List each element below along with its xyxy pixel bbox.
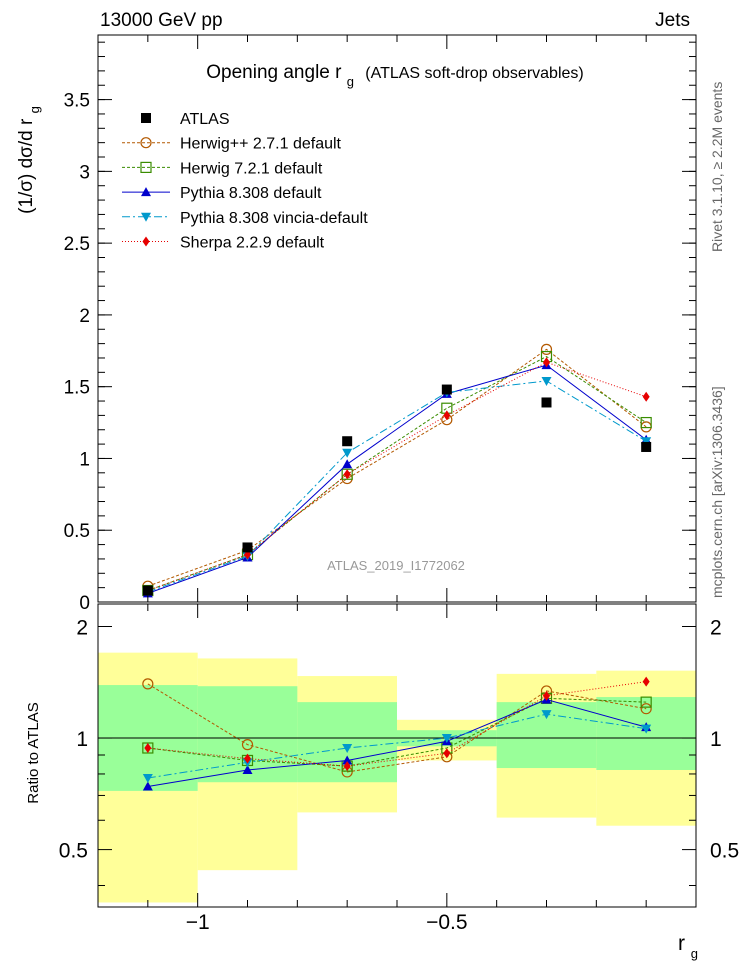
main-series-line-4 xyxy=(147,361,647,591)
legend-label-4: Pythia 8.308 vincia-default xyxy=(180,210,368,227)
main-series-3-point-2 xyxy=(342,448,353,458)
plot-title-sub: g xyxy=(347,74,354,89)
main-series-line-3 xyxy=(147,380,647,593)
ratio-series-4-point-5 xyxy=(642,676,650,687)
ratio-series-line-4 xyxy=(147,681,647,767)
main-y-tick-label-5: 2.5 xyxy=(64,234,90,255)
ratio-series-3-point-4 xyxy=(541,710,552,720)
atlas-data-point-3 xyxy=(441,384,452,395)
legend-marker-1 xyxy=(140,137,152,149)
main-series-4-point-3 xyxy=(443,410,451,421)
main-panel: 0 0.5 1 1.5 2 2.5 3 3.5 Opening angle r g (ATLA… xyxy=(16,34,697,614)
legend-label-1: Herwig++ 2.7.1 default xyxy=(180,136,342,153)
rivet-label: Rivet 3.1.10, ≥ 2.2M events xyxy=(709,82,725,252)
ratio-series-3-point-2 xyxy=(342,744,353,754)
ratio-series-line-1 xyxy=(147,697,647,767)
ratio-series-0-point-1 xyxy=(241,739,254,751)
main-series-line-1 xyxy=(147,355,647,591)
main-y-axis-label: (1/σ) dσ/d r g xyxy=(16,106,42,214)
legend-label-2: Herwig 7.2.1 default xyxy=(180,160,323,177)
mcplots-label: mcplots.cern.ch [arXiv:1306.3436] xyxy=(709,386,725,598)
ratio-series-4-point-2 xyxy=(343,761,351,772)
ratio-series-3-point-5 xyxy=(641,724,652,734)
main-series-2-point-2 xyxy=(342,459,353,469)
plot-title: Opening angle r g (ATLAS soft-drop obser… xyxy=(206,62,583,91)
atlas-data-point-4 xyxy=(541,397,552,408)
ratio-y-tick-label-right-1: 1 xyxy=(710,728,722,751)
legend-marker-2 xyxy=(140,161,152,173)
legend-marker-0 xyxy=(141,113,151,123)
main-y-axis-label-main: (1/σ) dσ/d r xyxy=(16,118,37,214)
main-series-line-2 xyxy=(147,364,647,594)
main-series-3-point-5 xyxy=(641,437,652,447)
main-series-0-point-4 xyxy=(540,343,553,355)
main-series-line-0 xyxy=(147,348,647,587)
main-y-tick-label-1: 0.5 xyxy=(64,521,90,542)
ratio-series-2-point-0 xyxy=(142,781,153,791)
ratio-y-tick-label-1: 1 xyxy=(76,728,88,751)
atlas-data-point-2 xyxy=(342,436,353,447)
ratio-y-axis-label: Ratio to ATLAS xyxy=(25,702,42,803)
legend: ATLAS Herwig++ 2.7.1 default Herwig 7.2.1 … xyxy=(122,111,368,252)
main-y-tick-label-0: 0 xyxy=(79,593,90,614)
legend-marker-5 xyxy=(142,236,150,247)
legend-label-3: Pythia 8.308 default xyxy=(180,185,322,202)
main-series-3-point-4 xyxy=(541,376,552,386)
ratio-x-axis-label: r g xyxy=(678,932,698,961)
atlas-data-point-0 xyxy=(142,585,153,596)
ratio-series-3-point-3 xyxy=(441,734,452,744)
legend-marker-3 xyxy=(141,187,151,197)
process-label: Jets xyxy=(655,10,690,31)
energy-label: 13000 GeV pp xyxy=(100,10,223,31)
ratio-series-2-point-1 xyxy=(242,764,253,774)
ratio-panel: 0.5 0.5 1 1 2 2 −1 −0.5 Ratio to ATLAS r g xyxy=(25,603,739,961)
ratio-x-axis-label-sub: g xyxy=(691,946,698,961)
ratio-x-tick-label-0: −1 xyxy=(186,911,210,934)
main-y-tick-label-4: 2 xyxy=(79,306,90,327)
ratio-series-0-point-5 xyxy=(640,703,652,715)
ratio-series-4-point-1 xyxy=(244,753,251,764)
ratio-series-0-point-0 xyxy=(142,678,154,690)
ratio-series-4-point-4 xyxy=(543,690,550,701)
ratio-y-tick-label-2: 2 xyxy=(76,616,88,639)
ratio-y-tick-label-right-0: 0.5 xyxy=(710,840,739,863)
main-series-4-point-2 xyxy=(343,469,351,480)
ratio-series-2-point-2 xyxy=(342,755,353,765)
plot-title-main: Opening angle r xyxy=(206,62,342,83)
atlas-data-point-5 xyxy=(641,441,652,452)
ratio-series-3-point-0 xyxy=(142,774,153,784)
main-series-4-point-5 xyxy=(642,391,650,402)
ratio-series-line-3 xyxy=(147,713,647,779)
plot-title-suffix: (ATLAS soft-drop observables) xyxy=(365,65,583,82)
main-series-4-point-4 xyxy=(543,357,550,368)
ratio-series-4-point-0 xyxy=(144,743,152,754)
ratio-series-4-point-3 xyxy=(443,748,451,759)
ratio-y-tick-label-right-2: 2 xyxy=(710,616,722,639)
ratio-series-1-point-5 xyxy=(640,696,652,708)
ratio-x-tick-label-1: −0.5 xyxy=(426,911,467,934)
main-y-tick-label-7: 3.5 xyxy=(64,91,90,112)
legend-marker-4 xyxy=(141,212,151,222)
main-y-tick-label-6: 3 xyxy=(79,162,90,183)
legend-label-0: ATLAS xyxy=(180,111,230,128)
ratio-y-tick-label-0: 0.5 xyxy=(59,840,88,863)
main-y-tick-label-3: 1.5 xyxy=(64,378,90,399)
main-series-1-point-5 xyxy=(640,416,652,429)
main-y-axis-label-sub: g xyxy=(27,106,42,113)
atlas-data-point-1 xyxy=(242,542,253,553)
ratio-x-axis-label-main: r xyxy=(678,932,685,955)
main-y-tick-label-2: 1 xyxy=(79,449,90,470)
ratio-series-line-2 xyxy=(147,699,647,787)
legend-label-5: Sherpa 2.2.9 default xyxy=(180,235,325,252)
watermark: ATLAS_2019_I1772062 xyxy=(327,558,465,573)
